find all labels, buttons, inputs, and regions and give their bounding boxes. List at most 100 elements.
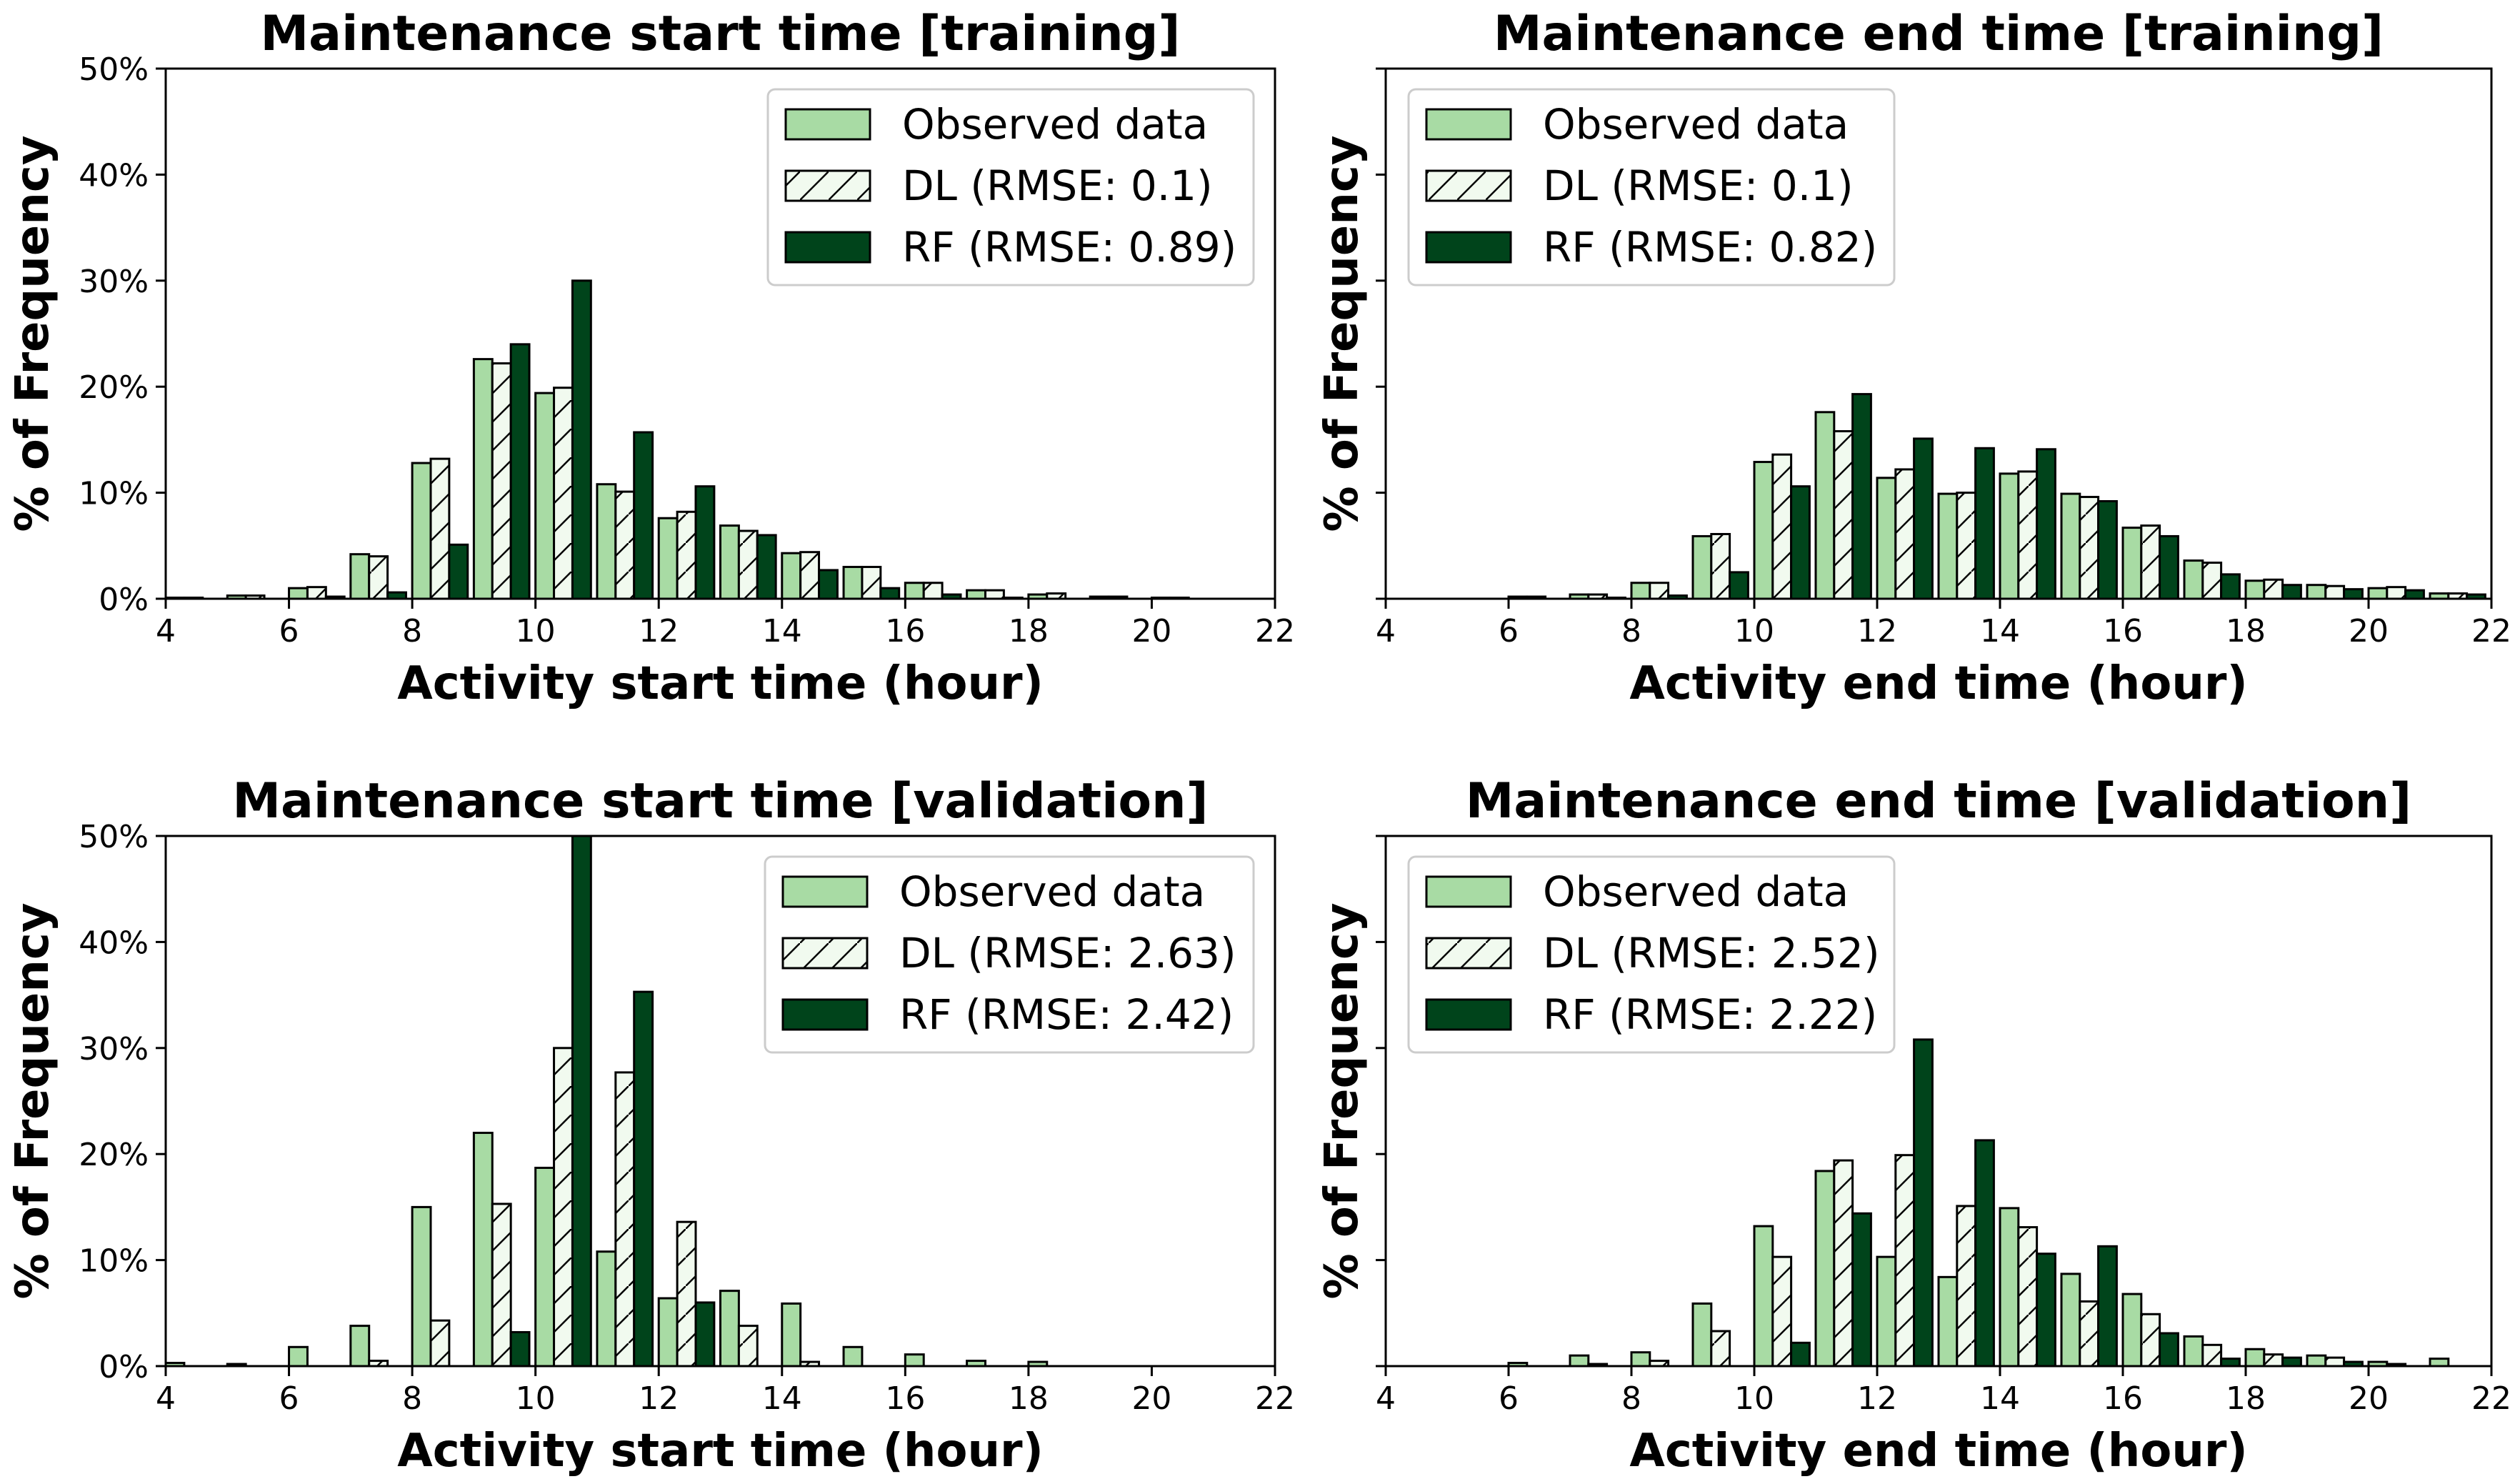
bar-dl-17 <box>984 589 1005 599</box>
bar-rf-15 <box>2097 499 2118 599</box>
y-tick-label: 10% <box>79 476 149 512</box>
x-tick-label: 20 <box>1131 613 1171 649</box>
bar-dl-10 <box>553 1047 574 1366</box>
bar-dl-17 <box>2201 562 2223 599</box>
bar-dl-13 <box>737 1325 759 1366</box>
legend: Observed data DL (RMSE: 2.52) RF (RMSE: 2.… <box>1407 855 1896 1054</box>
x-tick-label: 14 <box>762 613 802 649</box>
legend-entry: Observed data <box>899 867 1205 916</box>
legend-entry: RF (RMSE: 0.82) <box>1543 223 1877 272</box>
bars <box>1507 1038 2450 1366</box>
bar-observed-8 <box>411 462 432 599</box>
bar-dl-18 <box>2263 1353 2284 1366</box>
bar-rf-11 <box>633 990 654 1366</box>
x-axis-label: Activity end time (hour) <box>1629 1425 2247 1478</box>
legend: Observed data DL (RMSE: 2.63) RF (RMSE: 2.… <box>764 855 1255 1054</box>
bar-observed-15 <box>842 565 864 599</box>
axes-frame <box>164 835 1276 1368</box>
x-tick-label: 10 <box>516 1380 556 1417</box>
bar-dl-13 <box>1956 492 1977 599</box>
chart-title: Maintenance end time [validation] <box>1466 773 2412 830</box>
bar-observed-10 <box>534 1166 556 1366</box>
bar-rf-9 <box>509 1331 531 1366</box>
bar-observed-14 <box>1999 1207 2020 1366</box>
legend-box <box>764 855 1255 1054</box>
bar-dl-10 <box>1771 1255 1793 1366</box>
bar-rf-14 <box>2036 1253 2056 1366</box>
bar-observed-6 <box>288 1345 309 1366</box>
legend-box <box>1407 855 1896 1054</box>
bar-observed-11 <box>1814 1170 1836 1366</box>
bar-dl-17 <box>2201 1343 2223 1366</box>
bar-observed-16 <box>904 582 925 599</box>
bar-dl-12 <box>676 1220 697 1366</box>
bar-rf-17 <box>2220 573 2241 599</box>
x-tick-label: 16 <box>2103 613 2143 649</box>
x-tick-label: 22 <box>1255 1380 1295 1417</box>
axes-frame <box>164 67 1276 600</box>
bar-observed-13 <box>1937 492 1959 599</box>
x-tick-label: 8 <box>1621 613 1641 649</box>
x-tick-label: 10 <box>1734 613 1774 649</box>
bar-rf-8 <box>448 543 469 599</box>
bar-dl-15 <box>2079 1300 2100 1366</box>
x-tick-label: 14 <box>762 1380 802 1417</box>
bar-dl-9 <box>491 1202 512 1366</box>
bar-dl-14 <box>2017 1226 2039 1366</box>
bar-dl-11 <box>614 490 636 599</box>
legend-box <box>1407 88 1896 287</box>
bar-observed-17 <box>966 589 986 599</box>
bar-observed-13 <box>719 1290 740 1366</box>
bar-observed-18 <box>2244 579 2266 599</box>
bars <box>166 836 1049 1366</box>
chart-panel-1: 4 6 8 10 12 14 16 18 20 22 0% 10% 20% 30% 40% 50% Mainte… <box>6 6 1295 710</box>
bar-rf-18 <box>2281 584 2302 599</box>
legend-swatch-dl <box>1425 169 1512 202</box>
x-tick-label: 14 <box>1980 1380 2020 1417</box>
x-tick-label: 20 <box>2349 1380 2389 1417</box>
bar-dl-20 <box>2386 586 2407 599</box>
bar-dl-18 <box>2263 578 2284 599</box>
bar-observed-11 <box>596 483 617 599</box>
legend-swatch-observed <box>781 875 869 908</box>
y-tick-label: 40% <box>79 157 149 194</box>
axes-frame <box>1384 67 2493 600</box>
x-tick-label: 16 <box>2103 1380 2143 1417</box>
legend-swatch-rf <box>784 231 871 264</box>
bar-dl-11 <box>1833 430 1854 599</box>
legend-swatch-rf <box>781 998 869 1031</box>
bar-observed-15 <box>842 1345 864 1366</box>
y-tick-label: 20% <box>79 1137 149 1173</box>
bar-dl-16 <box>2140 524 2161 599</box>
x-tick-label: 4 <box>1376 1380 1396 1417</box>
bar-rf-13 <box>1974 1139 1995 1366</box>
bar-observed-16 <box>904 1353 925 1366</box>
bar-dl-9 <box>1710 1330 1731 1366</box>
bar-dl-6 <box>306 586 327 599</box>
legend-entry: RF (RMSE: 2.22) <box>1543 990 1877 1039</box>
bar-observed-13 <box>1937 1275 1959 1366</box>
axes-frame <box>1384 835 2493 1368</box>
x-tick-label: 18 <box>1009 613 1049 649</box>
legend-entry: Observed data <box>1543 100 1849 149</box>
x-tick-label: 8 <box>1621 1380 1641 1417</box>
bar-dl-8 <box>429 1319 451 1366</box>
legend-entry: DL (RMSE: 0.1) <box>902 161 1213 210</box>
bar-observed-8 <box>1630 582 1651 599</box>
bar-rf-18 <box>2281 1356 2302 1366</box>
x-tick-label: 22 <box>2471 613 2511 649</box>
legend-entry: Observed data <box>1543 867 1849 916</box>
bar-observed-21 <box>2429 1358 2450 1366</box>
bar-rf-16 <box>2159 1332 2179 1366</box>
bar-observed-11 <box>1814 411 1836 599</box>
bar-rf-16 <box>2159 534 2179 599</box>
y-axis-label: % of Frequency <box>1316 902 1369 1299</box>
bar-rf-14 <box>2036 448 2056 599</box>
bar-rf-10 <box>571 836 592 1366</box>
bar-observed-12 <box>1876 477 1897 599</box>
bar-observed-14 <box>781 552 802 599</box>
bar-observed-14 <box>1999 472 2020 599</box>
bar-rf-11 <box>1851 393 1872 599</box>
y-tick-label: 50% <box>79 819 149 855</box>
bar-dl-10 <box>553 387 574 599</box>
